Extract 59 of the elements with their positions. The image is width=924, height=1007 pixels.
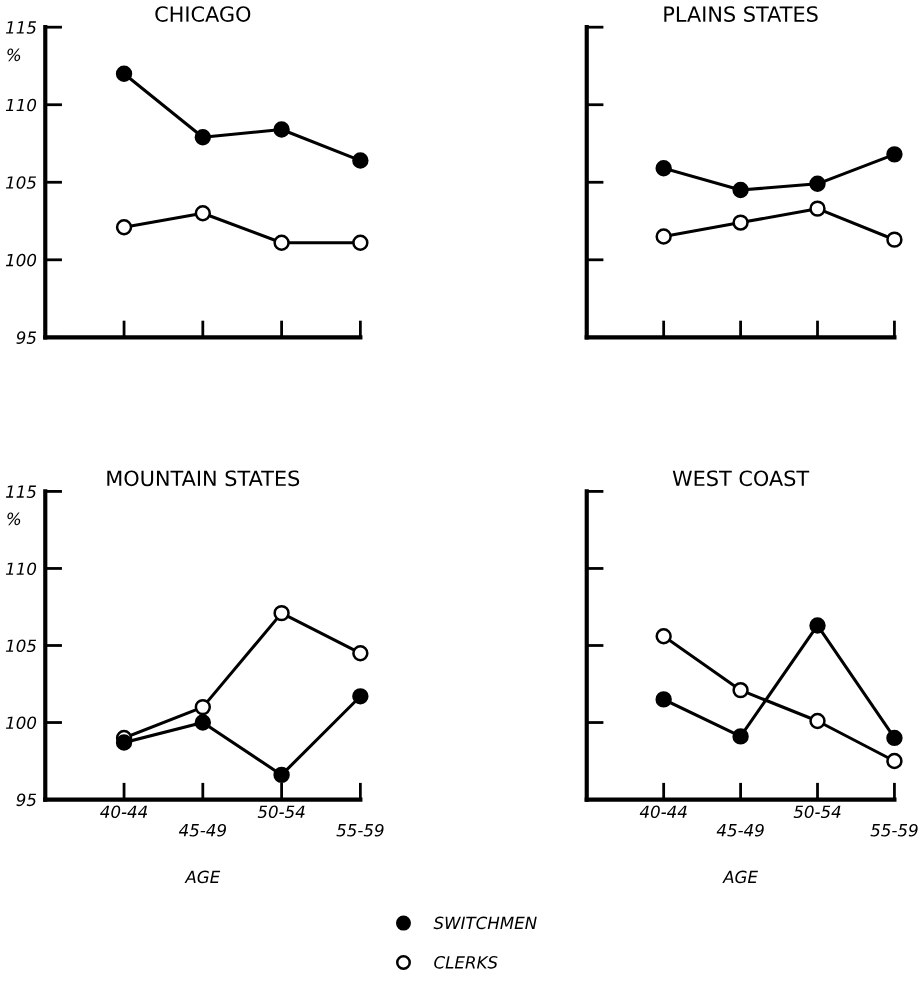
y-tick-label: 100 — [5, 253, 37, 267]
x-tick-label: 55-59 — [870, 823, 918, 837]
y-axis-title: % — [7, 48, 21, 62]
x-tick-label: 55-59 — [336, 823, 384, 837]
point — [115, 65, 133, 82]
x-tick-label: 45-49 — [716, 823, 764, 837]
point — [194, 129, 212, 146]
point — [655, 228, 672, 245]
x-tick-label: 50-54 — [257, 805, 305, 819]
x-tick-label: 50-54 — [793, 805, 841, 819]
y-tick-label: 110 — [5, 562, 37, 576]
legend-label: SWITCHMEN — [433, 916, 537, 930]
chart-title: CHICAGO — [155, 6, 251, 22]
y-axis-title: % — [7, 512, 21, 526]
y-tick-label: 110 — [5, 98, 37, 112]
point — [273, 234, 290, 251]
point — [352, 152, 369, 169]
point — [809, 200, 826, 217]
chart-title: WEST COAST — [672, 470, 810, 487]
point — [886, 729, 903, 747]
x-tick-label: 45-49 — [178, 823, 226, 837]
chart-title: MOUNTAIN STATES — [107, 470, 300, 487]
point — [194, 205, 212, 222]
point — [655, 628, 672, 645]
point — [352, 234, 369, 251]
point — [732, 728, 749, 745]
point — [886, 146, 903, 163]
point — [732, 214, 749, 231]
x-axis-title: AGE — [184, 870, 221, 884]
y-tick-label: 115 — [5, 485, 37, 498]
point — [273, 766, 290, 784]
point — [194, 714, 212, 731]
point — [886, 752, 903, 770]
point — [809, 712, 826, 730]
point — [655, 691, 672, 708]
point — [115, 219, 133, 236]
point — [273, 604, 290, 622]
x-tick-label: 40-44 — [639, 805, 687, 819]
y-tick-label: 105 — [5, 639, 37, 653]
chart-title: PLAINS STATES — [664, 6, 818, 22]
x-tick-label: 40-44 — [100, 805, 148, 819]
point — [352, 645, 369, 662]
y-tick-label: 105 — [5, 176, 37, 189]
x-axis-title: AGE — [722, 870, 758, 884]
point — [732, 181, 749, 199]
y-tick-label: 95 — [16, 793, 37, 807]
point — [809, 617, 826, 634]
y-tick-label: 100 — [5, 716, 37, 730]
point — [194, 698, 212, 716]
legend-label: CLERKS — [434, 956, 498, 969]
point — [115, 734, 133, 751]
point — [273, 121, 290, 138]
point — [886, 231, 903, 248]
point — [655, 160, 672, 177]
y-tick-label: 95 — [16, 331, 37, 344]
point — [809, 175, 826, 193]
y-tick-label: 115 — [5, 21, 37, 34]
point — [732, 681, 749, 699]
point — [352, 688, 369, 705]
